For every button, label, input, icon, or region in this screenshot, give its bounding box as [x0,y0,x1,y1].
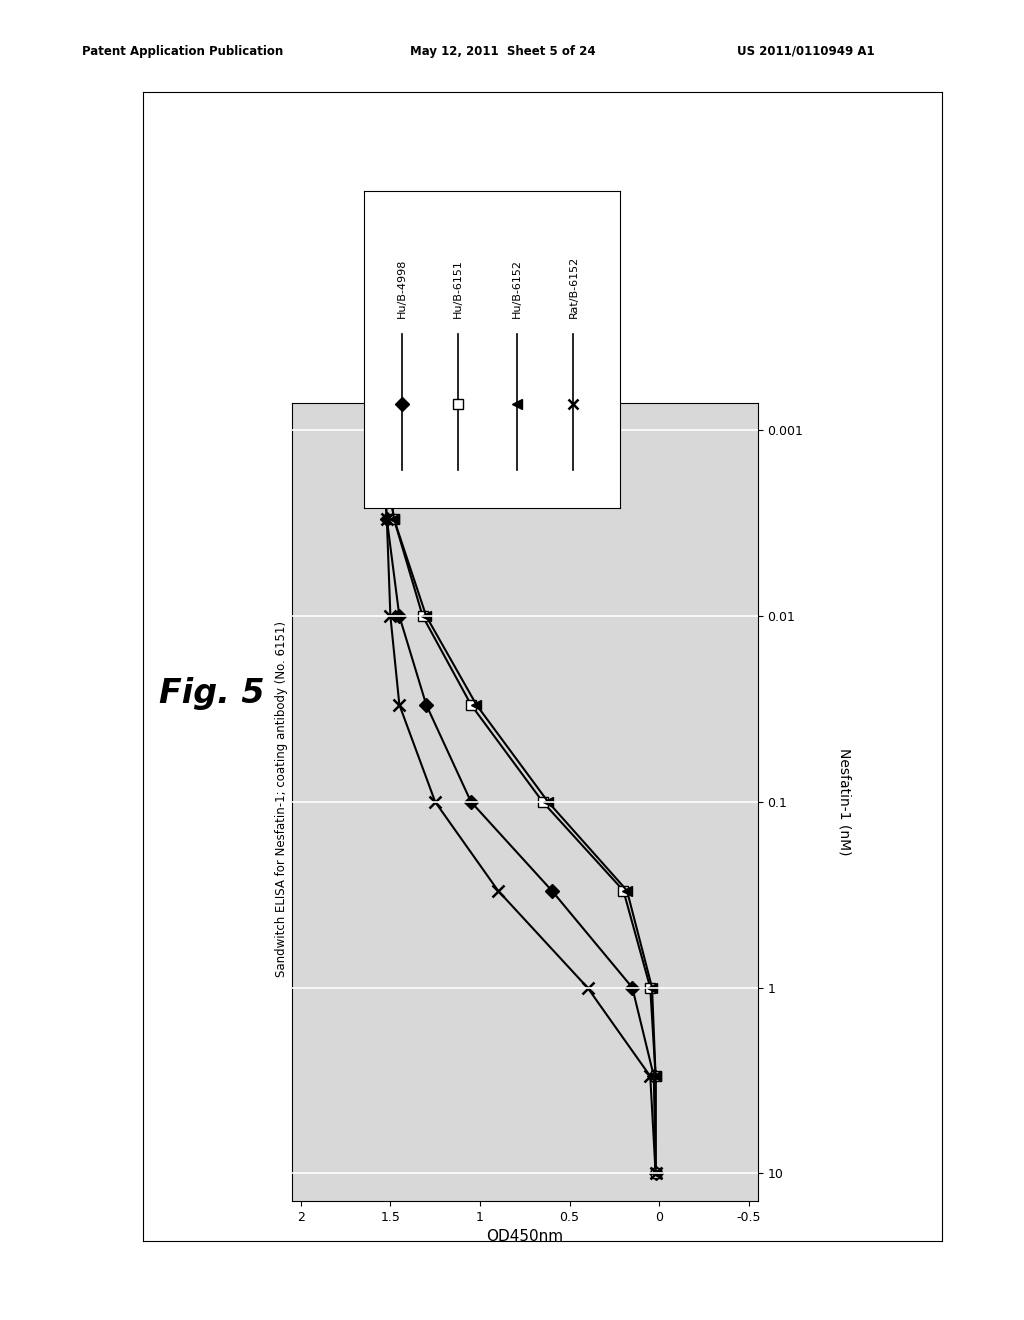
Text: Fig. 5: Fig. 5 [159,676,264,710]
Text: Hu/B-6151: Hu/B-6151 [454,259,463,318]
Text: May 12, 2011  Sheet 5 of 24: May 12, 2011 Sheet 5 of 24 [410,45,595,58]
Text: Sandwitch ELISA for Nesfatin-1; coating antibody (No. 6151): Sandwitch ELISA for Nesfatin-1; coating … [275,620,288,977]
X-axis label: OD450nm: OD450nm [486,1229,563,1245]
Y-axis label: Nesfatin-1 (nM): Nesfatin-1 (nM) [838,748,852,855]
Text: Patent Application Publication: Patent Application Publication [82,45,284,58]
Text: Hu/B-6152: Hu/B-6152 [512,259,522,318]
Text: US 2011/0110949 A1: US 2011/0110949 A1 [737,45,874,58]
Text: Rat/B-6152: Rat/B-6152 [568,256,579,318]
Text: Hu/B-4998: Hu/B-4998 [397,259,407,318]
